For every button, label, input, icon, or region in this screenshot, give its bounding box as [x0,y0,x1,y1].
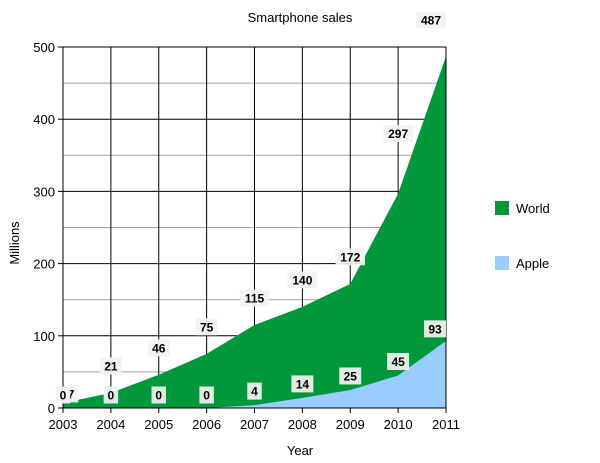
y-tick-label: 0 [48,401,55,416]
data-label-world: 140 [287,271,318,289]
data-label-box [103,386,119,404]
x-tick-label: 2006 [192,417,221,432]
data-label-text: 45 [391,355,405,369]
legend-item-world: World [495,201,550,216]
data-label-text: 0 [155,389,162,403]
data-label-text: 0 [60,389,67,403]
data-label-text: 0 [108,389,115,403]
y-tick-label: 500 [33,40,55,55]
data-label-text: 25 [344,369,358,383]
x-tick-label: 2009 [336,417,365,432]
data-label-box [195,318,218,336]
data-label-box [287,271,318,289]
legend-swatch [495,256,509,270]
series-area-world [63,56,446,409]
data-label-world: 46 [147,339,170,357]
data-label-apple: 0 [199,386,214,404]
data-label-world: 115 [239,289,270,307]
data-label-box [291,375,314,393]
data-label-world: 297 [383,125,413,143]
chart-title: Smartphone sales [248,10,353,25]
data-label-box [339,367,362,385]
legend-item-apple: Apple [495,256,549,271]
data-label-box [239,289,270,307]
data-label-box [55,386,71,404]
data-label-world: 487 [416,11,446,29]
legend-swatch [495,201,509,215]
data-label-box [199,386,214,404]
x-axis-title: Year [287,443,314,458]
data-label-world: 75 [195,318,218,336]
data-labels: 7 21 46 75 115 140 172 297 487 0 0 0 0 4 14 25 45 93 [55,11,446,404]
data-label-apple: 14 [291,375,314,393]
data-label-text: 4 [251,385,258,399]
data-label-box [147,339,170,357]
data-label-apple: 45 [387,353,410,371]
data-label-apple: 4 [247,382,262,400]
data-label-text: 46 [152,341,166,355]
x-tick-label: 2003 [49,417,78,432]
data-label-box [151,386,166,404]
data-label-world: 172 [335,248,365,266]
data-label-text: 297 [388,127,408,141]
x-tick-label: 2010 [384,417,413,432]
data-label-text: 21 [104,359,118,373]
data-label-box [247,382,262,400]
data-label-box [335,248,365,266]
legend-label: Apple [516,256,549,271]
y-tick-label: 200 [33,257,55,272]
data-label-apple: 0 [103,386,119,404]
data-label-text: 172 [340,250,360,264]
y-tick-label: 300 [33,184,55,199]
data-label-text: 75 [200,320,214,334]
data-label-text: 0 [203,389,210,403]
data-label-box [387,353,410,371]
legend: World Apple [495,201,550,271]
data-label-text: 140 [292,273,312,287]
data-label-world: 21 [99,357,122,375]
data-label-box [424,320,446,338]
x-tick-label: 2005 [144,417,173,432]
data-label-apple: 0 [151,386,166,404]
data-label-box [99,357,122,375]
data-label-box [383,125,413,143]
data-label-text: 7 [68,387,75,401]
plot-area [63,56,446,409]
data-label-text: 14 [296,377,310,391]
x-tick-label: 2011 [432,417,460,432]
x-tick-label: 2004 [96,417,125,432]
series-area-apple [63,340,446,408]
data-label-apple: 25 [339,367,362,385]
x-tick-label: 2007 [240,417,269,432]
data-label-box [416,11,446,29]
legend-label: World [516,201,550,216]
data-label-apple: 0 [55,386,71,404]
data-label-text: 487 [421,14,441,28]
data-label-text: 115 [245,291,265,305]
x-tick-label: 2008 [288,417,317,432]
y-tick-label: 100 [33,329,55,344]
data-label-text: 93 [428,322,442,336]
data-label-apple: 93 [424,320,446,338]
y-tick-label: 400 [33,112,55,127]
y-axis-title: Millions [7,221,22,265]
